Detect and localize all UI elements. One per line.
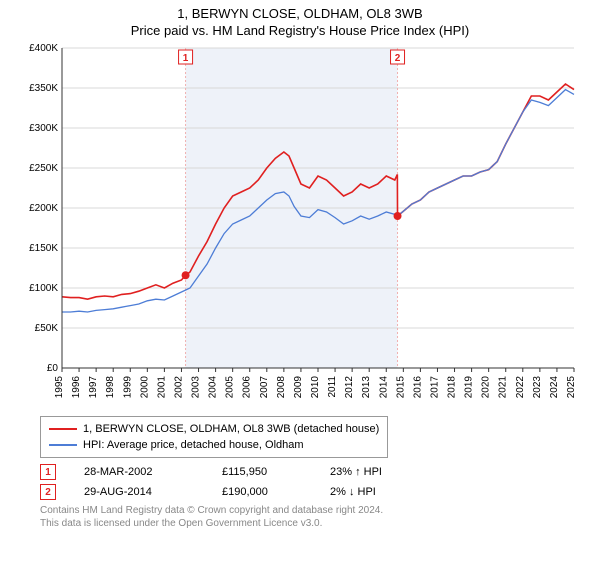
svg-text:2018: 2018: [447, 376, 458, 399]
event-delta: 2% ↓ HPI: [330, 486, 420, 498]
event-date: 29-AUG-2014: [84, 486, 194, 498]
svg-text:£50K: £50K: [35, 323, 59, 334]
event-date: 28-MAR-2002: [84, 466, 194, 478]
svg-text:£400K: £400K: [29, 43, 58, 54]
svg-text:£350K: £350K: [29, 83, 58, 94]
event-list: 1 28-MAR-2002 £115,950 23% ↑ HPI 2 29-AU…: [40, 464, 600, 500]
svg-text:2005: 2005: [225, 376, 236, 399]
svg-text:2015: 2015: [395, 376, 406, 399]
svg-text:2006: 2006: [242, 376, 253, 399]
svg-text:1999: 1999: [122, 376, 133, 399]
legend-swatch: [49, 444, 77, 446]
svg-text:1: 1: [183, 53, 189, 64]
svg-text:2001: 2001: [156, 376, 167, 399]
svg-text:1995: 1995: [54, 376, 65, 399]
footer: Contains HM Land Registry data © Crown c…: [40, 504, 600, 530]
event-marker-icon: 2: [40, 484, 56, 500]
svg-text:1998: 1998: [105, 376, 116, 399]
svg-text:2020: 2020: [481, 376, 492, 399]
svg-text:2003: 2003: [191, 376, 202, 399]
price-chart: £0 £50K £100K £150K £200K £250K £300K £350K £400…: [20, 42, 580, 412]
svg-text:£100K: £100K: [29, 283, 58, 294]
svg-text:2011: 2011: [327, 376, 338, 398]
event-row: 1 28-MAR-2002 £115,950 23% ↑ HPI: [40, 464, 600, 480]
event-delta: 23% ↑ HPI: [330, 466, 420, 478]
svg-text:2010: 2010: [310, 376, 321, 399]
event-price: £190,000: [222, 486, 302, 498]
event-row: 2 29-AUG-2014 £190,000 2% ↓ HPI: [40, 484, 600, 500]
svg-text:£0: £0: [47, 363, 59, 374]
legend-label: HPI: Average price, detached house, Oldh…: [83, 437, 304, 453]
svg-text:2024: 2024: [549, 376, 560, 399]
legend-item: 1, BERWYN CLOSE, OLDHAM, OL8 3WB (detach…: [49, 421, 379, 437]
svg-text:2012: 2012: [344, 376, 355, 399]
event-marker-icon: 1: [40, 464, 56, 480]
svg-text:2009: 2009: [293, 376, 304, 399]
footer-line: Contains HM Land Registry data © Crown c…: [40, 504, 600, 517]
legend: 1, BERWYN CLOSE, OLDHAM, OL8 3WB (detach…: [40, 416, 388, 458]
svg-text:2013: 2013: [361, 376, 372, 399]
page-title: 1, BERWYN CLOSE, OLDHAM, OL8 3WB: [0, 6, 600, 21]
legend-label: 1, BERWYN CLOSE, OLDHAM, OL8 3WB (detach…: [83, 421, 379, 437]
svg-text:2004: 2004: [208, 376, 219, 399]
svg-text:1997: 1997: [88, 376, 99, 399]
svg-text:2021: 2021: [498, 376, 509, 399]
svg-text:2019: 2019: [464, 376, 475, 399]
legend-item: HPI: Average price, detached house, Oldh…: [49, 437, 379, 453]
svg-text:£250K: £250K: [29, 163, 58, 174]
svg-text:2025: 2025: [566, 376, 577, 399]
svg-text:2016: 2016: [412, 376, 423, 399]
svg-text:2017: 2017: [429, 376, 440, 399]
svg-text:2023: 2023: [532, 376, 543, 399]
svg-text:1996: 1996: [71, 376, 82, 399]
event-price: £115,950: [222, 466, 302, 478]
svg-text:2007: 2007: [259, 376, 270, 399]
svg-text:2014: 2014: [378, 376, 389, 399]
legend-swatch: [49, 428, 77, 430]
svg-text:2022: 2022: [515, 376, 526, 399]
svg-text:2: 2: [395, 53, 401, 64]
svg-text:2008: 2008: [276, 376, 287, 399]
svg-text:£300K: £300K: [29, 123, 58, 134]
svg-text:2002: 2002: [173, 376, 184, 399]
svg-text:2000: 2000: [139, 376, 150, 399]
svg-text:£150K: £150K: [29, 243, 58, 254]
svg-text:£200K: £200K: [29, 203, 58, 214]
footer-line: This data is licensed under the Open Gov…: [40, 517, 600, 530]
page-subtitle: Price paid vs. HM Land Registry's House …: [0, 23, 600, 38]
